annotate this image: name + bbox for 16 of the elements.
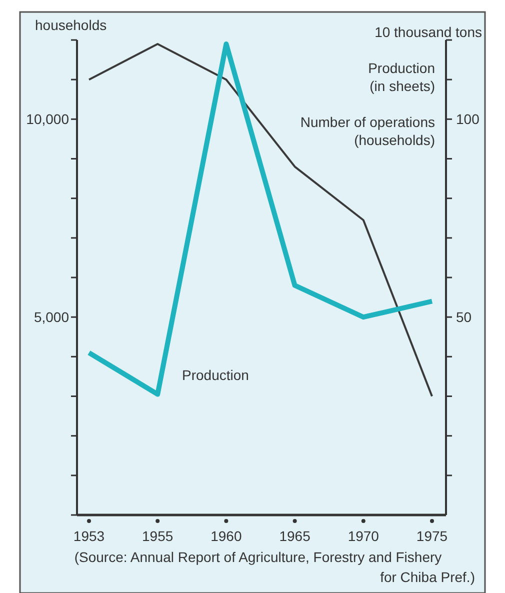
y2-tick-label: 50 (456, 308, 472, 325)
y-axis-title: households (35, 17, 107, 33)
y-tick-label: 5,000 (34, 308, 70, 325)
x-tick-label: 1965 (279, 528, 311, 544)
x-tick-label: 1955 (142, 528, 174, 544)
y2-axis-title: 10 thousand tons (374, 24, 482, 40)
series-label: Production (182, 367, 249, 383)
x-tick-label: 1960 (210, 528, 242, 544)
annotation: Production (in sheets) (368, 60, 435, 94)
y-tick-label: 10,000 (26, 111, 70, 128)
series-label: Number of operations (households) (300, 114, 435, 148)
x-tick-label: 1953 (73, 528, 105, 544)
x-tick-label: 1970 (348, 528, 380, 544)
y2-tick-label: 100 (456, 111, 480, 128)
text: (Source: Annual Report of Agriculture, Forestry and Fishery for Chiba Pref.) (74, 549, 475, 585)
x-tick-label: 1975 (416, 528, 448, 544)
